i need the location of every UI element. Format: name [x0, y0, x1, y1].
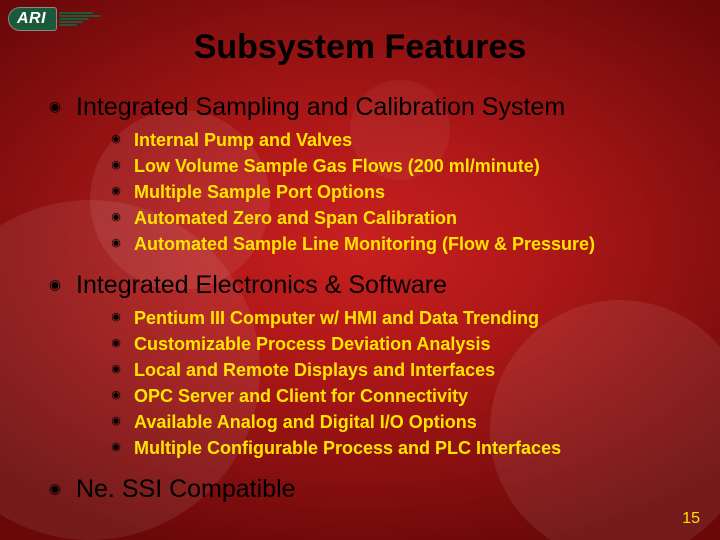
section-heading-text: Integrated Sampling and Calibration Syst…	[76, 92, 565, 122]
bullet-icon: ◉	[48, 474, 62, 502]
list-item-text: Customizable Process Deviation Analysis	[134, 332, 490, 356]
bullet-icon: ◉	[110, 232, 122, 254]
section-heading: ◉ Integrated Sampling and Calibration Sy…	[48, 92, 680, 122]
bullet-icon: ◉	[110, 206, 122, 228]
list-item: ◉ Available Analog and Digital I/O Option…	[110, 410, 680, 434]
list-item: ◉ Pentium III Computer w/ HMI and Data Tr…	[110, 306, 680, 330]
list-item: ◉ Multiple Sample Port Options	[110, 180, 680, 204]
bullet-icon: ◉	[110, 332, 122, 354]
section-heading: ◉ Ne. SSI Compatible	[48, 474, 680, 504]
list-item-text: Automated Sample Line Monitoring (Flow &…	[134, 232, 595, 256]
list-item: ◉ Automated Sample Line Monitoring (Flow …	[110, 232, 680, 256]
list-item: ◉ Multiple Configurable Process and PLC I…	[110, 436, 680, 460]
section-heading-text: Ne. SSI Compatible	[76, 474, 296, 504]
bullet-icon: ◉	[110, 436, 122, 458]
bullet-icon: ◉	[110, 154, 122, 176]
bullet-icon: ◉	[48, 92, 62, 120]
bullet-icon: ◉	[110, 358, 122, 380]
bullet-icon: ◉	[110, 384, 122, 406]
slide-title: Subsystem Features	[0, 28, 720, 67]
section-heading: ◉ Integrated Electronics & Software	[48, 270, 680, 300]
list-item: ◉ Low Volume Sample Gas Flows (200 ml/min…	[110, 154, 680, 178]
list-item: ◉ OPC Server and Client for Connectivity	[110, 384, 680, 408]
slide: ARI Subsystem Features ◉ Integrated Samp…	[0, 0, 720, 540]
list-item: ◉ Customizable Process Deviation Analysis	[110, 332, 680, 356]
list-item-text: Local and Remote Displays and Interfaces	[134, 358, 495, 382]
list-item-text: Available Analog and Digital I/O Options	[134, 410, 477, 434]
bullet-icon: ◉	[48, 270, 62, 298]
list-item-text: OPC Server and Client for Connectivity	[134, 384, 468, 408]
list-item: ◉ Automated Zero and Span Calibration	[110, 206, 680, 230]
section-heading-text: Integrated Electronics & Software	[76, 270, 447, 300]
list-item-text: Multiple Sample Port Options	[134, 180, 385, 204]
bullet-icon: ◉	[110, 410, 122, 432]
section-items: ◉ Pentium III Computer w/ HMI and Data Tr…	[110, 306, 680, 460]
list-item-text: Automated Zero and Span Calibration	[134, 206, 457, 230]
section-items: ◉ Internal Pump and Valves ◉ Low Volume Sa…	[110, 128, 680, 256]
list-item-text: Multiple Configurable Process and PLC In…	[134, 436, 561, 460]
list-item-text: Internal Pump and Valves	[134, 128, 352, 152]
bullet-icon: ◉	[110, 306, 122, 328]
bullet-icon: ◉	[110, 128, 122, 150]
list-item-text: Pentium III Computer w/ HMI and Data Tre…	[134, 306, 539, 330]
list-item-text: Low Volume Sample Gas Flows (200 ml/minu…	[134, 154, 540, 178]
page-number: 15	[682, 510, 700, 528]
logo-bars-icon	[59, 12, 101, 26]
slide-content: ◉ Integrated Sampling and Calibration Sy…	[48, 92, 680, 508]
list-item: ◉ Local and Remote Displays and Interface…	[110, 358, 680, 382]
bullet-icon: ◉	[110, 180, 122, 202]
list-item: ◉ Internal Pump and Valves	[110, 128, 680, 152]
